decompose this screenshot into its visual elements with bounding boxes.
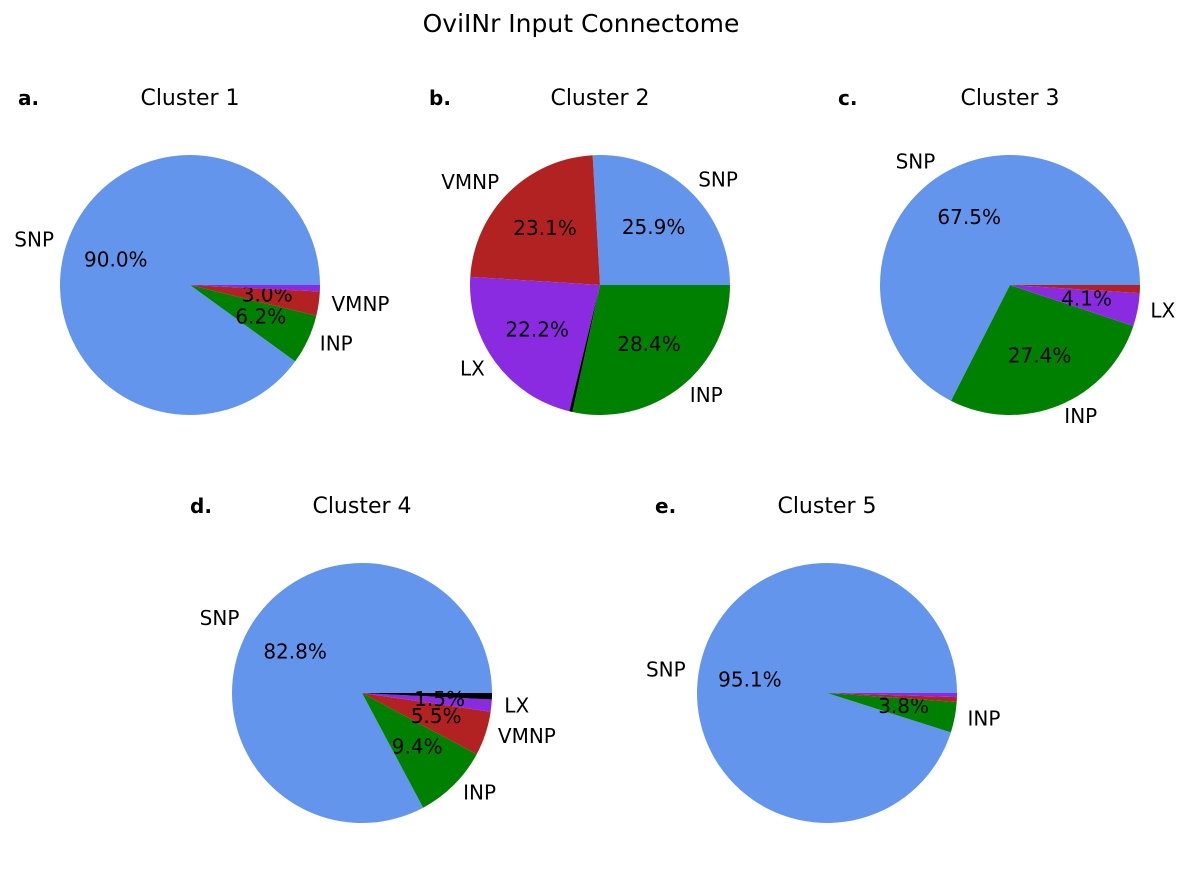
pie-slice-lx (470, 276, 600, 412)
slice-percent-snp: 25.9% (622, 215, 686, 239)
slice-label-snp: SNP (896, 150, 936, 174)
pie-slice-inp (190, 285, 317, 362)
slice-label-snp: SNP (14, 227, 54, 251)
slice-label-inp: INP (320, 332, 353, 356)
panel-letter: a. (18, 86, 39, 110)
pie-slice-unlabeled-3 (827, 693, 958, 698)
pie-slices: SNP 25.9% VMNP 23.1% LX 22.2% INP 28.4% (441, 155, 738, 415)
slice-percent-inp: 27.4% (1008, 344, 1072, 368)
slice-percent-inp: 28.4% (617, 332, 681, 356)
slice-percent-vmnp: 5.5% (411, 704, 462, 728)
slice-label-vmnp: VMNP (498, 724, 556, 748)
figure-title: OviINr Input Connectome (423, 9, 740, 38)
panel-letter: e. (655, 494, 676, 518)
chart-title: Cluster 5 (777, 494, 876, 519)
pie-chart-cluster-2: b. Cluster 2 SNP 25.9% VMNP 23.1% LX 22.2% INP… (429, 86, 738, 415)
slice-percent-lx: 1.5% (414, 687, 465, 711)
slice-label-vmnp: VMNP (441, 170, 499, 194)
slice-label-lx: LX (1150, 299, 1175, 323)
pie-slice-lx (362, 693, 492, 712)
slice-percent-inp: 6.2% (235, 304, 286, 328)
slice-percent-snp: 90.0% (84, 247, 148, 271)
chart-title: Cluster 4 (312, 494, 411, 519)
pie-slice-inp (362, 693, 477, 808)
slice-label-inp: INP (968, 706, 1001, 730)
chart-title: Cluster 1 (140, 86, 239, 111)
slice-percent-snp: 95.1% (718, 668, 782, 692)
chart-title: Cluster 2 (550, 86, 649, 111)
pie-slice-vmnp (190, 285, 320, 316)
slice-label-snp: SNP (698, 168, 738, 192)
slice-label-snp: SNP (646, 658, 686, 682)
pie-slice-snp (697, 563, 957, 824)
pie-slice-unlabeled-4 (362, 693, 493, 700)
panel-letter: c. (838, 86, 857, 110)
pie-slice-inp (572, 285, 730, 415)
slice-label-lx: LX (460, 356, 485, 380)
pie-slice-vmnp (362, 693, 491, 755)
pie-slice-unlabeled-3 (1010, 285, 1140, 294)
pie-chart-cluster-4: d. Cluster 4 SNP 82.8% INP 9.4% VMNP 5.5% LX 1.… (190, 494, 556, 824)
chart-title: Cluster 3 (960, 86, 1059, 111)
pie-slice-snp (231, 563, 492, 824)
slice-percent-inp: 9.4% (392, 735, 443, 759)
slice-percent-snp: 67.5% (937, 205, 1001, 229)
slice-label-lx: LX (504, 693, 529, 717)
pie-slice-inp (827, 693, 957, 733)
pie-slice-snp (60, 154, 321, 415)
panel-letter: d. (190, 494, 212, 518)
pie-slice-snp (880, 154, 1140, 401)
slice-percent-snp: 82.8% (263, 639, 327, 663)
slice-percent-vmnp: 23.1% (513, 216, 577, 240)
slice-label-snp: SNP (200, 606, 240, 630)
pie-slice-unlabeled-3 (190, 285, 321, 292)
panel-letter: b. (429, 86, 451, 110)
slice-label-inp: INP (1064, 404, 1097, 428)
pie-slice-unlabeled-2 (827, 693, 957, 702)
slice-label-inp: INP (690, 383, 723, 407)
slice-label-vmnp: VMNP (332, 292, 390, 316)
slice-percent-lx: 22.2% (505, 318, 569, 342)
pie-slice-snp (592, 155, 730, 285)
pie-slice-lx (1010, 285, 1140, 326)
pie-slice-unlabeled-3 (569, 285, 600, 413)
pie-slices: SNP 82.8% INP 9.4% VMNP 5.5% LX 1.5% (200, 563, 556, 824)
pie-slice-inp (950, 285, 1134, 415)
pie-slice-vmnp (470, 155, 600, 285)
slice-label-inp: INP (463, 781, 496, 805)
